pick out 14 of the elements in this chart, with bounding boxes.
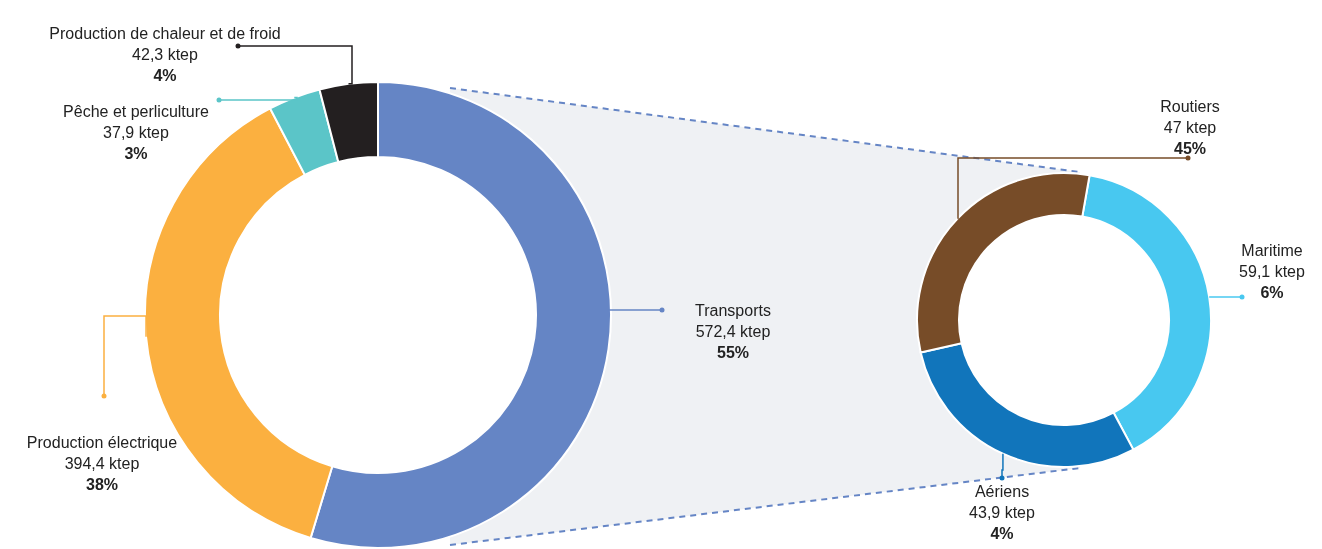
slice-label: Production électrique	[26, 434, 178, 452]
legend-label: Transports	[695, 302, 771, 320]
data-label: 394,4 ktep 38%	[64, 455, 140, 493]
slice-label: Maritime	[1241, 242, 1303, 260]
data-label: 42,3 ktep 4%	[132, 46, 199, 84]
data-label: 37,9 ktep 3%	[103, 124, 170, 162]
slice-label: Production de chaleur et de froid	[49, 25, 281, 43]
data-label: 59,1 ktep 6%	[1239, 263, 1306, 301]
slice-label: Pêche et perliculture	[63, 103, 210, 121]
data-label: 572,4 ktep 55%	[695, 323, 771, 361]
data-label: 43,9 ktep 4%	[969, 504, 1036, 542]
slice-label: Routiers	[1160, 98, 1220, 116]
slice-label: Aériens	[974, 483, 1030, 501]
data-label: 47 ktep 45%	[1163, 119, 1217, 157]
